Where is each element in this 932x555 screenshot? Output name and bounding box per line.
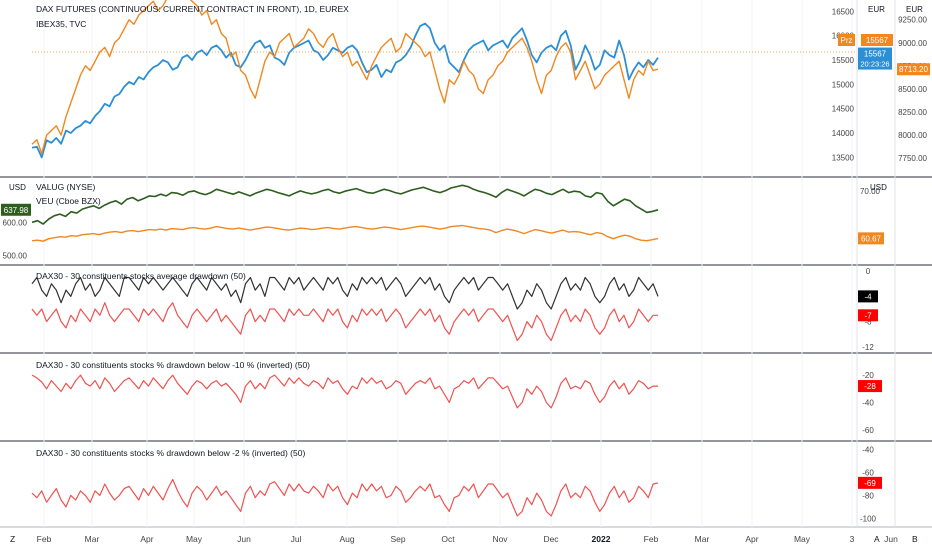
series-line-panel4-0[interactable] <box>31 374 658 409</box>
time-tick-label: Dec <box>543 534 559 544</box>
panel2-left-tick: 500.00 <box>3 251 28 260</box>
time-tick-label: Aug <box>339 534 354 544</box>
dax-last-badge-bg <box>858 47 892 70</box>
panel3-red-last: -7 <box>864 311 872 320</box>
time-tick-label: Sep <box>390 534 405 544</box>
auto-scale-button[interactable]: A <box>874 534 880 544</box>
panel1-inner-tick: 16500 <box>832 7 855 16</box>
panel1-right-tick: 7750.00 <box>898 154 927 163</box>
panel3-red-last-bg <box>858 309 878 322</box>
time-tick-label: 2022 <box>592 534 611 544</box>
price-badges: Prz 155671556720:23:268713.20637.9860.67-… <box>1 34 930 489</box>
valug-last-price: 637.98 <box>4 206 29 215</box>
panel4-red-last-bg <box>858 380 882 393</box>
panel1-right-tick: 8500.00 <box>898 85 927 94</box>
veu-last-price: 60.67 <box>861 234 882 243</box>
panel1-inner-tick: 13500 <box>832 153 855 162</box>
panel2-legend-valug: VALUG (NYSE) <box>36 182 96 192</box>
panel5-right-tick: -100 <box>860 514 877 523</box>
panel2-left-tick: 600.00 <box>3 218 28 227</box>
panel2-right-unit[interactable]: USD <box>870 183 887 192</box>
panel3-right-tick: -12 <box>862 343 874 352</box>
time-tick-label: 3 <box>850 534 855 544</box>
panel5-right-tick: -40 <box>862 446 874 455</box>
time-tick-label: May <box>794 534 811 544</box>
series-lines <box>31 0 857 517</box>
panel1-right-tick: 8000.00 <box>898 131 927 140</box>
timezone-button[interactable]: Z <box>10 534 15 544</box>
series-line-veu[interactable] <box>31 224 659 242</box>
panel1-inner-tick: 14000 <box>832 129 855 138</box>
panel3-dark-last: -4 <box>864 292 872 301</box>
panel3-right-tick: 0 <box>866 267 871 276</box>
panel3-right-tick: -8 <box>864 318 872 327</box>
time-tick-label: Mar <box>695 534 710 544</box>
panel4-red-last: -28 <box>864 382 876 391</box>
time-tick-label: Feb <box>644 534 659 544</box>
panel1-title: DAX FUTURES (CONTINUOUS: CURRENT CONTRAC… <box>36 4 349 14</box>
panel4-right-tick: -20 <box>862 371 874 380</box>
panel5-right-tick: -80 <box>862 491 874 500</box>
panel4-title: DAX30 - 30 constituents stocks % drawdow… <box>36 360 310 370</box>
time-tick-label: Jul <box>291 534 302 544</box>
grid <box>43 0 853 527</box>
series-line-panel5-0[interactable] <box>31 478 659 517</box>
ibex-last-price-bg <box>897 63 930 76</box>
time-tick-label: Jun <box>884 534 898 544</box>
panel1-inner-tick: 14500 <box>832 105 855 114</box>
dax-countdown: 20:23:26 <box>860 60 889 69</box>
time-tick-label: Oct <box>441 534 455 544</box>
panel1-right-tick: 9000.00 <box>898 39 927 48</box>
panel5-red-last: -69 <box>864 479 876 488</box>
time-tick-label: Apr <box>745 534 758 544</box>
valug-last-price-bg <box>1 203 31 216</box>
panel5-title: DAX30 - 30 constituents stocks % drawdow… <box>36 448 305 458</box>
panel1-inner-unit[interactable]: EUR <box>868 5 885 14</box>
panel1-right-tick: 8250.00 <box>898 108 927 117</box>
ibex-last-price: 8713.20 <box>899 65 928 74</box>
panel1-inner-tick: 15500 <box>832 56 855 65</box>
panel1-right-unit[interactable]: EUR <box>906 5 923 14</box>
panel1-inner-tick: 15000 <box>832 80 855 89</box>
panel2-right-tick: 70.00 <box>860 187 881 196</box>
series-line-panel3-0[interactable] <box>31 276 659 310</box>
time-tick-label: Mar <box>85 534 100 544</box>
dax-last-price: 15567 <box>864 50 887 59</box>
time-tick-label: Apr <box>140 534 153 544</box>
prev-close-badge: Prz <box>841 36 853 45</box>
prev-close-badge-bg <box>838 34 855 46</box>
time-tick-label: Jun <box>237 534 251 544</box>
series-line-valug[interactable] <box>31 184 659 225</box>
time-tick-label: Feb <box>37 534 52 544</box>
prev-close-value-badge-bg <box>861 34 893 46</box>
time-tick-label: Nov <box>492 534 508 544</box>
prev-close-value-badge: 15567 <box>866 36 889 45</box>
panel2-legend-veu: VEU (Cboe BZX) <box>36 196 101 206</box>
series-line-dax[interactable] <box>31 22 659 159</box>
series-line-ibex[interactable] <box>31 0 659 155</box>
panel2-left-unit[interactable]: USD <box>9 183 26 192</box>
panel3-title: DAX30 - 30 constituents stocks average d… <box>36 271 246 281</box>
series-line-panel3-1[interactable] <box>31 302 658 342</box>
veu-last-price-bg <box>858 232 884 245</box>
panel5-right-tick: -60 <box>862 469 874 478</box>
panel1-legend-ibex: IBEX35, TVC <box>36 19 86 29</box>
panel3-dark-last-bg <box>858 290 878 303</box>
time-tick-label: May <box>186 534 203 544</box>
panel4-right-tick: -60 <box>862 426 874 435</box>
log-scale-button[interactable]: B <box>912 534 918 544</box>
panel4-right-tick: -40 <box>862 398 874 407</box>
time-axis[interactable]: Feb Mar Apr May Jun Jul Aug Sep Oct Nov Dec 2022 Feb… <box>37 534 898 544</box>
panel5-red-last-bg <box>858 476 882 489</box>
panel1-right-tick: 9250.00 <box>898 16 927 25</box>
